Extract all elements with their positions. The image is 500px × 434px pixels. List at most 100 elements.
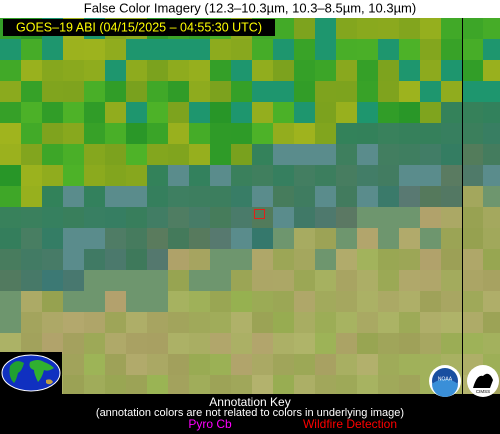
- image-pixel: [210, 102, 231, 123]
- image-pixel: [84, 375, 105, 394]
- image-pixel: [21, 207, 42, 228]
- image-pixel: [126, 186, 147, 207]
- image-pixel: [0, 249, 21, 270]
- image-pixel: [273, 333, 294, 354]
- image-pixel: [273, 291, 294, 312]
- image-pixel: [315, 18, 336, 39]
- image-pixel: [189, 102, 210, 123]
- image-pixel: [294, 39, 315, 60]
- image-pixel: [315, 81, 336, 102]
- image-pixel: [294, 270, 315, 291]
- image-pixel: [420, 228, 441, 249]
- key-item: Wildfire Detection: [303, 417, 397, 431]
- image-pixel: [63, 249, 84, 270]
- image-pixel: [84, 144, 105, 165]
- image-pixel: [252, 228, 273, 249]
- image-pixel: [105, 123, 126, 144]
- image-pixel: [231, 333, 252, 354]
- image-pixel: [21, 186, 42, 207]
- image-pixel: [105, 375, 126, 394]
- image-pixel: [147, 333, 168, 354]
- image-pixel: [441, 186, 462, 207]
- image-pixel: [168, 144, 189, 165]
- image-pixel: [231, 186, 252, 207]
- image-pixel: [210, 228, 231, 249]
- image-pixel: [399, 186, 420, 207]
- image-pixel: [294, 144, 315, 165]
- image-pixel: [420, 60, 441, 81]
- image-pixel: [315, 270, 336, 291]
- image-pixel: [273, 144, 294, 165]
- image-pixel: [357, 375, 378, 394]
- image-pixel: [462, 123, 483, 144]
- image-pixel: [483, 39, 500, 60]
- image-pixel: [399, 165, 420, 186]
- image-pixel: [168, 81, 189, 102]
- image-pixel: [63, 228, 84, 249]
- image-pixel: [0, 207, 21, 228]
- image-pixel: [420, 333, 441, 354]
- image-pixel: [147, 81, 168, 102]
- image-pixel: [294, 291, 315, 312]
- image-pixel: [399, 123, 420, 144]
- image-pixel: [231, 228, 252, 249]
- image-pixel: [399, 375, 420, 394]
- timestamp: GOES–19 ABI (04/15/2025 – 04:55:30 UTC): [16, 20, 262, 34]
- image-pixel: [315, 354, 336, 375]
- image-pixel: [147, 186, 168, 207]
- image-pixel: [210, 375, 231, 394]
- image-pixel: [273, 186, 294, 207]
- image-pixel: [294, 186, 315, 207]
- image-pixel: [21, 249, 42, 270]
- image-pixel: [273, 123, 294, 144]
- image-pixel: [105, 354, 126, 375]
- image-pixel: [189, 144, 210, 165]
- image-pixel: [420, 39, 441, 60]
- image-pixel: [168, 375, 189, 394]
- imagery: [0, 18, 500, 394]
- image-pixel: [336, 354, 357, 375]
- image-pixel: [147, 291, 168, 312]
- image-pixel: [315, 165, 336, 186]
- image-pixel: [84, 270, 105, 291]
- image-pixel: [462, 60, 483, 81]
- image-pixel: [441, 312, 462, 333]
- image-pixel: [105, 270, 126, 291]
- image-pixel: [294, 102, 315, 123]
- image-pixel: [42, 123, 63, 144]
- image-pixel: [294, 81, 315, 102]
- image-pixel: [84, 354, 105, 375]
- image-pixel: [336, 123, 357, 144]
- image-pixel: [399, 207, 420, 228]
- image-pixel: [126, 291, 147, 312]
- image-pixel: [252, 144, 273, 165]
- cimss-logo: CIMSS: [467, 365, 499, 397]
- image-pixel: [336, 18, 357, 39]
- image-pixel: [294, 228, 315, 249]
- image-pixel: [336, 333, 357, 354]
- image-pixel: [336, 165, 357, 186]
- image-pixel: [63, 165, 84, 186]
- image-pixel: [378, 102, 399, 123]
- key-bg: [0, 394, 500, 434]
- image-pixel: [273, 270, 294, 291]
- image-pixel: [231, 312, 252, 333]
- image-pixel: [84, 102, 105, 123]
- image-pixel: [273, 39, 294, 60]
- noaa-logo: NOAA: [429, 365, 461, 397]
- image-pixel: [378, 186, 399, 207]
- image-pixel: [273, 102, 294, 123]
- image-pixel: [441, 228, 462, 249]
- image-pixel: [357, 249, 378, 270]
- image-pixel: [189, 354, 210, 375]
- image-pixel: [294, 249, 315, 270]
- image-pixel: [210, 165, 231, 186]
- image-pixel: [147, 102, 168, 123]
- image-pixel: [462, 186, 483, 207]
- image-pixel: [168, 291, 189, 312]
- image-pixel: [483, 333, 500, 354]
- image-pixel: [126, 228, 147, 249]
- image-pixel: [210, 186, 231, 207]
- image-pixel: [189, 186, 210, 207]
- image-pixel: [378, 144, 399, 165]
